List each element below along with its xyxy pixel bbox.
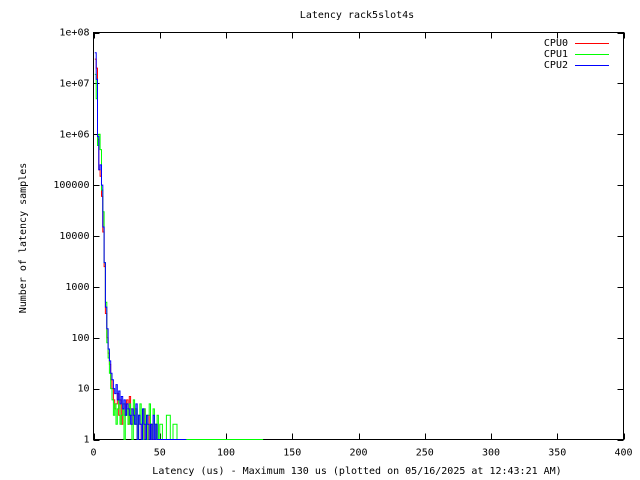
series-layer — [94, 52, 264, 440]
series-line-cpu2 — [94, 52, 187, 440]
x-tick-label-6: 300 — [482, 448, 500, 459]
chart-title: Latency rack5slot4s — [300, 10, 414, 21]
x-tick-label-8: 400 — [614, 448, 632, 459]
y-tick-label-7: 1e+07 — [59, 78, 89, 89]
legend-label-cpu1: CPU1 — [544, 49, 568, 60]
y-tick-label-4: 10000 — [59, 231, 89, 242]
x-axis-ticks: 0 50 100 150 200 250 300 350 400 — [90, 32, 633, 459]
x-tick-label-0: 0 — [90, 448, 96, 459]
legend-label-cpu0: CPU0 — [544, 38, 568, 49]
x-tick-label-1: 50 — [154, 448, 166, 459]
x-tick-label-7: 350 — [548, 448, 566, 459]
series-line-cpu1 — [94, 73, 264, 440]
y-tick-label-3: 1000 — [65, 282, 89, 293]
y-tick-label-8: 1e+08 — [59, 28, 89, 39]
plot-frame — [93, 32, 624, 440]
y-tick-label-2: 100 — [71, 333, 89, 344]
y-tick-label-5: 100000 — [53, 180, 89, 191]
series-line-cpu0 — [94, 58, 196, 440]
legend-label-cpu2: CPU2 — [544, 60, 568, 71]
x-tick-label-3: 150 — [283, 448, 301, 459]
y-axis-ticks: 1 10 100 1000 10000 100000 1e+06 1e+07 1e+08 — [53, 28, 624, 446]
x-tick-label-5: 250 — [416, 448, 434, 459]
y-axis-label: Number of latency samples — [18, 163, 29, 314]
y-tick-label-1: 10 — [77, 384, 89, 395]
x-tick-label-2: 100 — [217, 448, 235, 459]
y-tick-label-0: 1 — [83, 435, 89, 446]
x-axis-label: Latency (us) - Maximum 130 us (plotted o… — [152, 466, 561, 477]
x-tick-label-4: 200 — [349, 448, 367, 459]
y-tick-label-6: 1e+06 — [59, 129, 89, 140]
